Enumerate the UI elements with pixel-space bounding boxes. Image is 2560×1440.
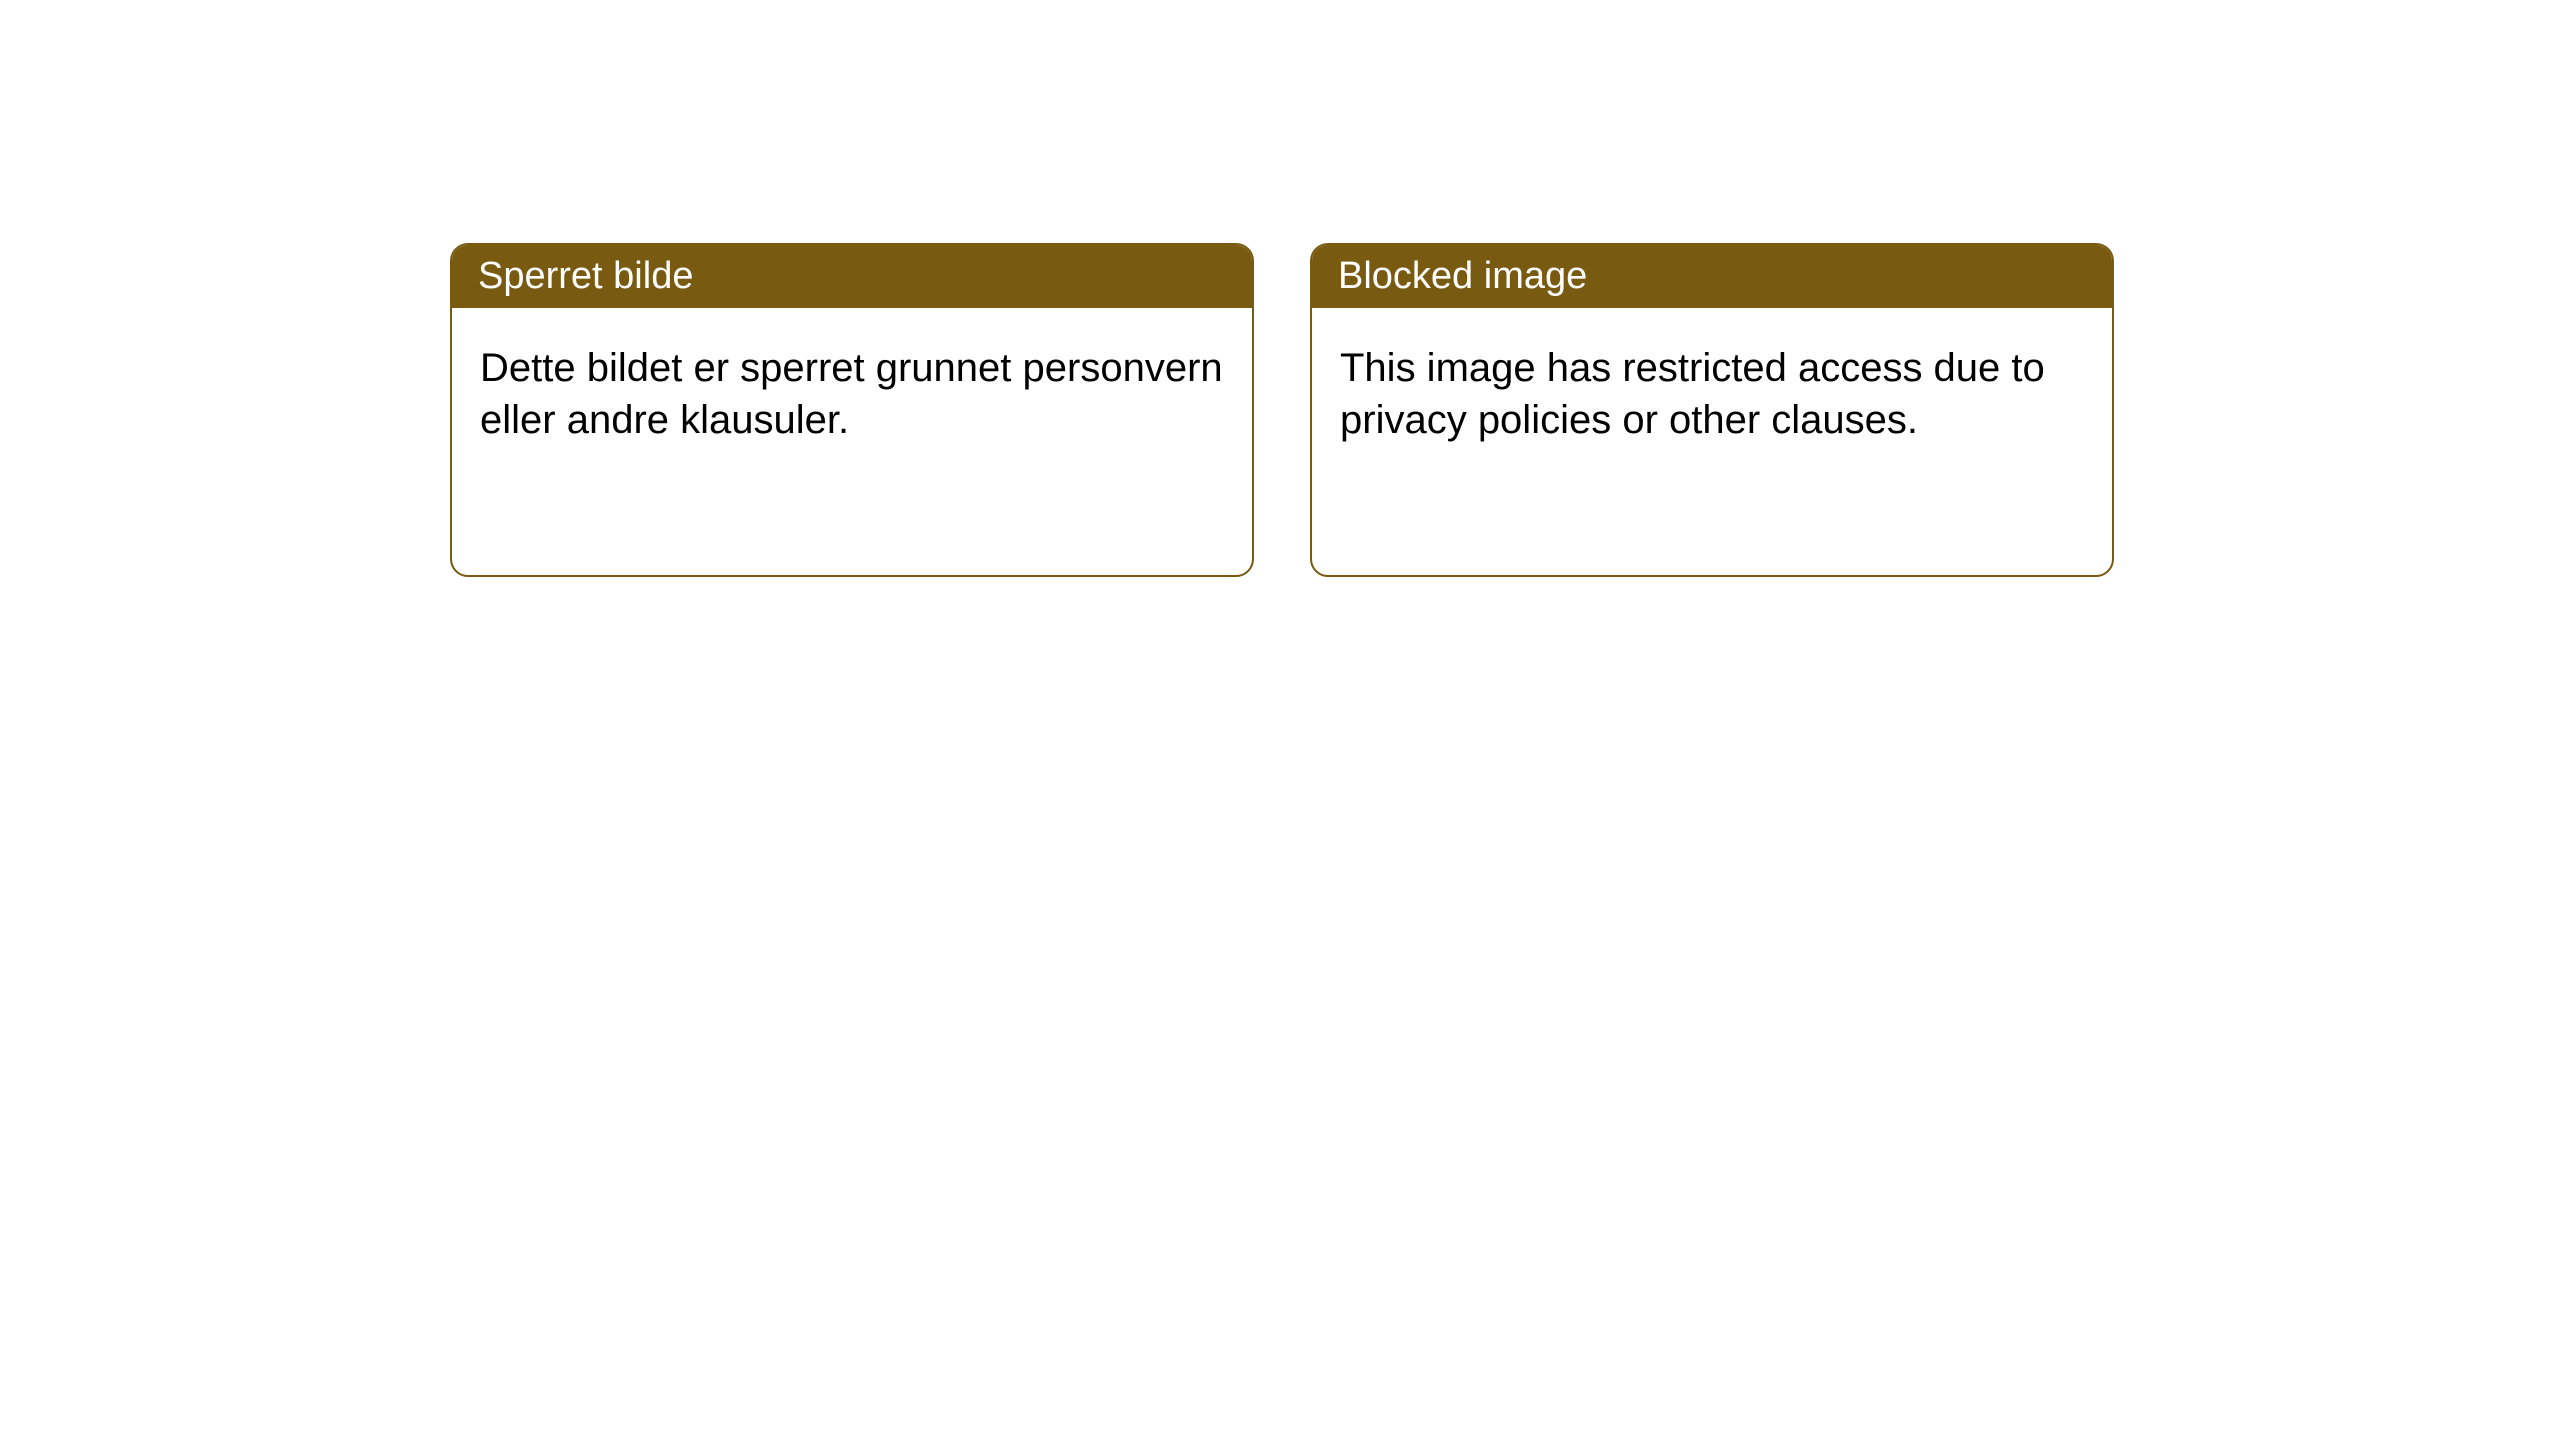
blocked-image-card-no: Sperret bilde Dette bildet er sperret gr…	[450, 243, 1254, 577]
card-title: Blocked image	[1338, 255, 1587, 297]
card-body-text: Dette bildet er sperret grunnet personve…	[480, 346, 1223, 442]
card-body: This image has restricted access due to …	[1312, 308, 2112, 480]
card-body-text: This image has restricted access due to …	[1340, 346, 2045, 442]
card-header: Sperret bilde	[452, 245, 1252, 308]
cards-container: Sperret bilde Dette bildet er sperret gr…	[0, 0, 2560, 577]
blocked-image-card-en: Blocked image This image has restricted …	[1310, 243, 2114, 577]
card-header: Blocked image	[1312, 245, 2112, 308]
card-body: Dette bildet er sperret grunnet personve…	[452, 308, 1252, 480]
card-title: Sperret bilde	[478, 255, 693, 297]
